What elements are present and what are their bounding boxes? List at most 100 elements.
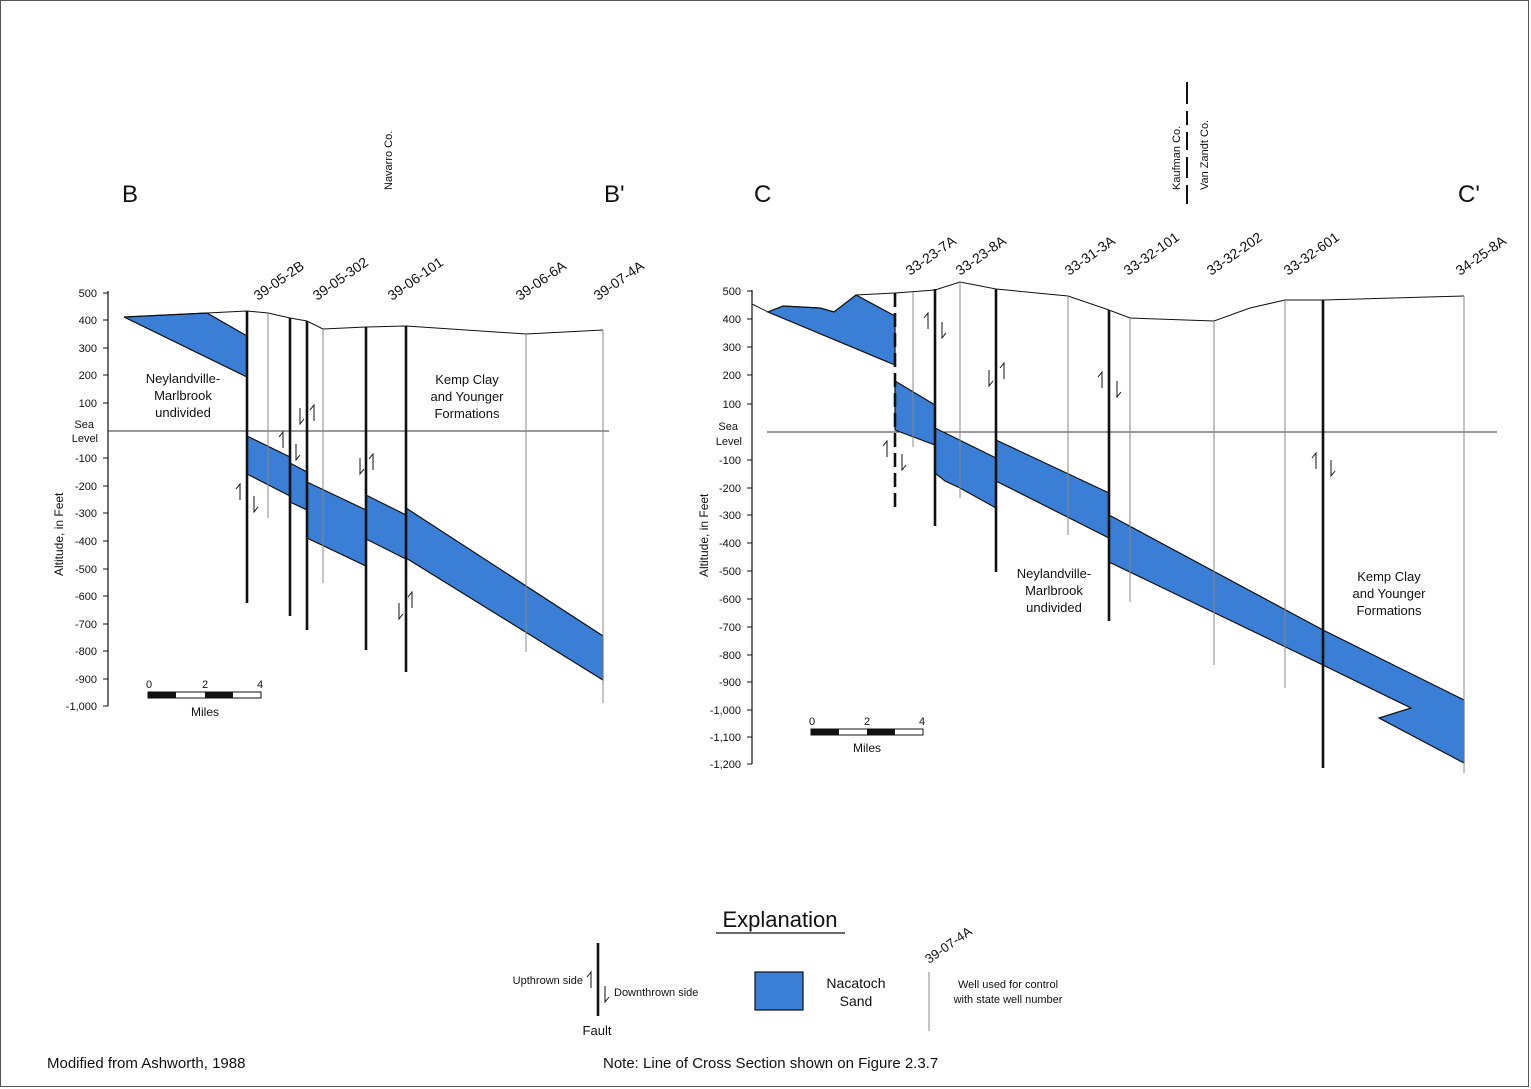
section-b-well-label-1: 39-05-2B bbox=[251, 257, 307, 303]
section-c-scale-label: Miles bbox=[853, 741, 881, 755]
section-b-scale-tick-2: 2 bbox=[202, 679, 208, 691]
legend-well-desc-2: with state well number bbox=[953, 994, 1063, 1006]
section-b-ticks bbox=[103, 292, 108, 707]
section-c-start-label: C bbox=[754, 181, 771, 208]
section-c-end-label: C' bbox=[1458, 181, 1480, 208]
section-b: B B' Navarro Co. Altitude, in Feet 500 4… bbox=[52, 131, 647, 719]
section-b-unit-left-line-3: undivided bbox=[155, 405, 211, 420]
legend-fault-label: Fault bbox=[583, 1023, 612, 1038]
section-b-tick-m500: -500 bbox=[75, 564, 97, 576]
section-c: C C' Kaufman Co. Van Zandt Co. Altitude,… bbox=[697, 82, 1509, 773]
legend-fault-arrows bbox=[586, 970, 610, 1004]
legend-well-desc-1: Well used for control bbox=[958, 979, 1058, 991]
section-c-well-label-4: 33-32-101 bbox=[1121, 229, 1183, 279]
section-b-county-label: Navarro Co. bbox=[383, 131, 395, 190]
explanation-title: Explanation bbox=[723, 907, 838, 932]
section-c-tick-m500: -500 bbox=[719, 566, 741, 578]
section-c-sand-block-2 bbox=[894, 379, 936, 446]
section-c-tick-m700: -700 bbox=[719, 622, 741, 634]
section-b-nacatoch-sand bbox=[123, 312, 604, 682]
section-b-tick-400: 400 bbox=[79, 315, 97, 327]
section-c-scale-tick-4: 4 bbox=[919, 716, 925, 728]
section-b-tick-m400: -400 bbox=[75, 536, 97, 548]
section-b-unit-right-line-2: and Younger bbox=[430, 389, 504, 404]
legend-sand-label-2: Sand bbox=[840, 993, 873, 1009]
section-b-tick-level: Level bbox=[72, 433, 98, 445]
section-b-tick-m900: -900 bbox=[75, 674, 97, 686]
section-c-sand-block-5 bbox=[1108, 513, 1324, 666]
section-c-control-wells bbox=[912, 282, 1465, 773]
section-b-tick-m1000: -1,000 bbox=[66, 701, 97, 713]
section-c-tick-m1000: -1,000 bbox=[710, 705, 741, 717]
section-c-tick-sea: Sea bbox=[718, 421, 738, 433]
section-c-ticks bbox=[747, 290, 752, 765]
section-c-well-label-6: 33-32-601 bbox=[1281, 229, 1343, 279]
section-c-tick-m300: -300 bbox=[719, 510, 741, 522]
section-c-tick-m1100: -1,100 bbox=[710, 732, 741, 744]
section-c-tick-m400: -400 bbox=[719, 538, 741, 550]
section-c-y-axis-title: Altitude, in Feet bbox=[697, 493, 711, 577]
section-b-tick-m200: -200 bbox=[75, 481, 97, 493]
section-c-sand-block-4 bbox=[995, 439, 1110, 539]
section-c-scale-tick-0: 0 bbox=[809, 716, 815, 728]
section-b-control-wells bbox=[267, 313, 604, 703]
section-c-unit-right-line-2: and Younger bbox=[1352, 586, 1426, 601]
section-b-well-label-2: 39-05-302 bbox=[310, 254, 372, 304]
legend-well-sample-label: 39-07-4A bbox=[922, 923, 975, 966]
section-b-well-label-5: 39-07-4A bbox=[591, 257, 648, 304]
section-c-fault-arrows bbox=[882, 311, 1336, 478]
legend-upthrown-label: Upthrown side bbox=[513, 975, 583, 987]
section-b-tick-sea: Sea bbox=[74, 419, 94, 431]
section-c-faults bbox=[933, 289, 1325, 768]
section-c-unit-mid-line-1: Neylandville- bbox=[1017, 566, 1091, 581]
section-c-tick-400: 400 bbox=[723, 314, 741, 326]
section-c-sand-block-3 bbox=[934, 427, 997, 510]
section-c-tick-level: Level bbox=[716, 436, 742, 448]
section-b-well-label-4: 39-06-6A bbox=[513, 257, 570, 304]
section-b-tick-m300: -300 bbox=[75, 508, 97, 520]
section-c-nacatoch-sand bbox=[766, 294, 1465, 764]
section-b-sand-block-3 bbox=[289, 462, 308, 511]
section-c-tick-m1200: -1,200 bbox=[710, 759, 741, 771]
section-c-land-surface bbox=[751, 281, 1465, 322]
section-c-well-label-3: 33-31-3A bbox=[1062, 232, 1119, 279]
explanation-legend: Explanation Upthrown side Downthrown sid… bbox=[513, 907, 1063, 1038]
section-c-well-label-1: 33-23-7A bbox=[903, 232, 960, 279]
section-b-tick-500: 500 bbox=[79, 288, 97, 300]
section-c-tick-300: 300 bbox=[723, 342, 741, 354]
section-b-tick-200: 200 bbox=[79, 370, 97, 382]
section-b-scale-label: Miles bbox=[191, 705, 219, 719]
section-b-y-axis-title: Altitude, in Feet bbox=[52, 492, 66, 576]
section-b-fault-arrows bbox=[235, 403, 413, 621]
section-c-unit-right-line-1: Kemp Clay bbox=[1357, 569, 1421, 584]
legend-sand-label-1: Nacatoch bbox=[826, 975, 885, 991]
section-c-scale-tick-2: 2 bbox=[864, 716, 870, 728]
section-b-tick-m700: -700 bbox=[75, 619, 97, 631]
section-b-unit-right-line-1: Kemp Clay bbox=[435, 372, 499, 387]
section-b-faults bbox=[245, 311, 408, 672]
section-b-start-label: B bbox=[122, 181, 138, 208]
section-b-sand-block-5 bbox=[365, 494, 407, 560]
section-c-unit-mid-line-3: undivided bbox=[1026, 600, 1082, 615]
section-b-unit-left-line-1: Neylandville- bbox=[146, 371, 220, 386]
section-c-well-label-7: 34-25-8A bbox=[1453, 232, 1510, 279]
section-c-tick-100: 100 bbox=[723, 399, 741, 411]
section-c-tick-m600: -600 bbox=[719, 594, 741, 606]
section-c-county-left: Kaufman Co. bbox=[1171, 126, 1183, 190]
section-b-unit-left-line-2: Marlbrook bbox=[154, 388, 212, 403]
section-c-tick-m200: -200 bbox=[719, 483, 741, 495]
section-b-tick-m100: -100 bbox=[75, 453, 97, 465]
section-c-tick-m900: -900 bbox=[719, 677, 741, 689]
section-c-well-label-2: 33-23-8A bbox=[953, 232, 1010, 279]
section-b-scale-bar: 0 2 4 Miles bbox=[146, 679, 263, 719]
section-c-sand-block-6 bbox=[1322, 629, 1465, 764]
legend-sand-swatch bbox=[754, 971, 804, 1011]
section-b-scale-tick-4: 4 bbox=[257, 679, 263, 691]
section-c-tick-500: 500 bbox=[723, 286, 741, 298]
section-c-county-right: Van Zandt Co. bbox=[1199, 120, 1211, 190]
section-b-tick-300: 300 bbox=[79, 343, 97, 355]
section-c-unit-right-line-3: Formations bbox=[1356, 603, 1422, 618]
section-c-well-label-5: 33-32-202 bbox=[1204, 229, 1266, 279]
